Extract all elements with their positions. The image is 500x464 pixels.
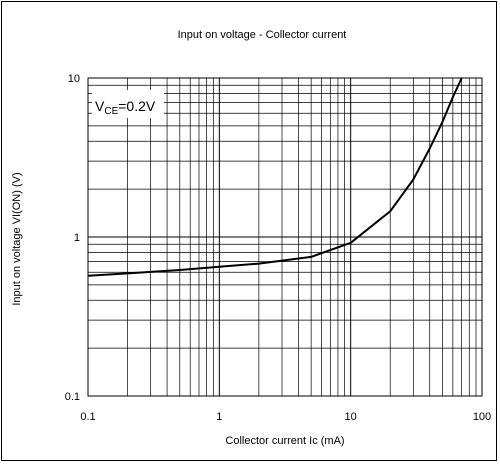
x-tick-label: 0.1: [80, 411, 95, 423]
tick-labels: 0.1 1 10 100 0.1 1 10: [65, 73, 491, 423]
y-tick-label: 0.1: [65, 391, 80, 403]
x-tick-label: 10: [345, 411, 357, 423]
y-tick-label: 10: [68, 73, 80, 85]
series-line: [87, 77, 463, 277]
y-axis-label: Input on voltage VI(ON) (V): [11, 172, 23, 305]
annotation-background: [92, 90, 164, 118]
chart-title: Input on voltage - Collector current: [178, 29, 347, 41]
x-tick-label: 100: [473, 411, 491, 423]
x-axis-label: Collector current Ic (mA): [225, 435, 344, 447]
y-tick-label: 1: [74, 232, 80, 244]
annotation-suffix: =0.2V: [118, 98, 156, 114]
x-tick-label: 1: [216, 411, 222, 423]
annotation-subscript: CE: [104, 106, 118, 117]
vce-annotation: VCE=0.2V: [95, 98, 156, 117]
series-group: [87, 77, 463, 277]
plot-area-border: [87, 77, 483, 397]
grid: [88, 78, 482, 396]
annotation-prefix: V: [95, 98, 105, 114]
